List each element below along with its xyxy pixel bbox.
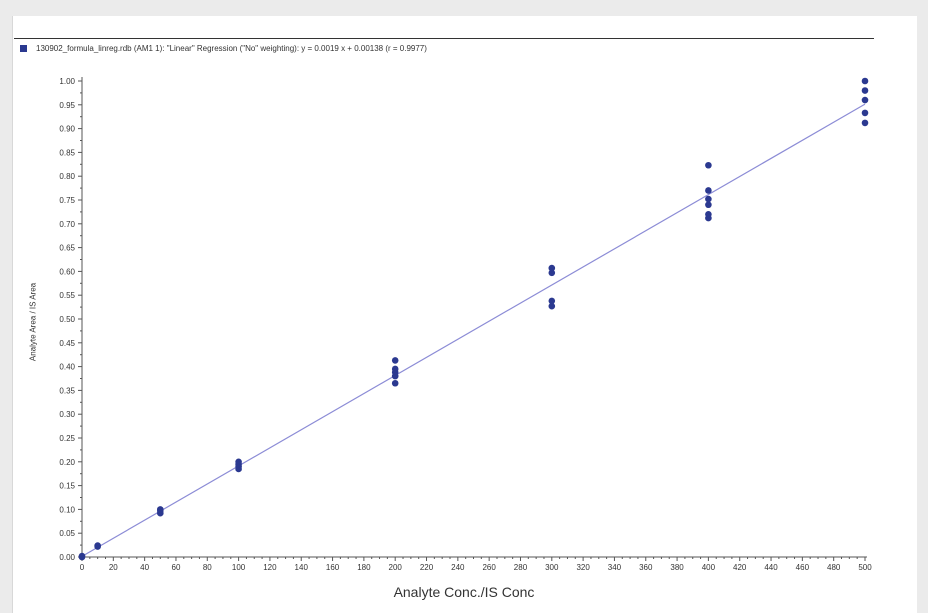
- fit-line-layer: [81, 103, 866, 557]
- data-point: [157, 506, 164, 513]
- x-tick-label: 420: [733, 563, 747, 572]
- x-tick-label: 260: [482, 563, 496, 572]
- y-tick-label: 0.05: [59, 529, 75, 538]
- x-tick-label: 480: [827, 563, 841, 572]
- data-point: [705, 161, 712, 169]
- data-point: [548, 297, 556, 305]
- x-tick-label: 380: [670, 563, 684, 572]
- x-tick-label: 20: [109, 563, 118, 572]
- axes: [81, 77, 867, 558]
- data-point: [548, 264, 556, 272]
- legend: 130902_formula_linreg.rdb (AM1 1): "Line…: [20, 41, 427, 55]
- data-point: [861, 109, 869, 117]
- y-tick-label: 0.45: [59, 339, 75, 348]
- x-tick-label: 320: [576, 563, 590, 572]
- x-tick-label: 60: [172, 563, 181, 572]
- x-tick-label: 80: [203, 563, 212, 572]
- y-axis-label: Analyte Area / IS Area: [28, 282, 38, 362]
- x-tick-label: 340: [608, 563, 622, 572]
- x-tick-label: 400: [702, 563, 716, 572]
- y-tick-label: 0.20: [59, 458, 75, 467]
- x-tick-label: 180: [357, 563, 371, 572]
- y-tick-label: 1.00: [59, 77, 75, 86]
- y-tick-label: 0.95: [59, 101, 75, 110]
- data-point: [391, 365, 399, 373]
- x-tick-label: 280: [514, 563, 528, 572]
- x-axis-label: Analyte Conc./IS Conc: [393, 584, 535, 600]
- data-point: [78, 552, 86, 560]
- regression-line: [81, 103, 866, 557]
- y-tick-label: 0.75: [59, 196, 75, 205]
- data-point: [391, 379, 399, 387]
- y-tick-label: 0.10: [59, 505, 75, 514]
- x-tick-label: 240: [451, 563, 465, 572]
- x-tick-label: 460: [796, 563, 810, 572]
- x-tick-label: 40: [140, 563, 149, 572]
- data-point: [235, 458, 242, 466]
- y-tick-label: 0.80: [59, 172, 75, 181]
- ticks: 0.00 0.05 0.10 0.15 0.20 0.25 0.30 0.35 0.40 0.45…: [59, 77, 872, 572]
- data-point: [861, 96, 869, 104]
- data-point: [705, 195, 712, 203]
- y-tick-label: 0.00: [59, 553, 75, 562]
- legend-label: 130902_formula_linreg.rdb (AM1 1): "Line…: [36, 43, 427, 53]
- y-tick-label: 0.90: [59, 125, 75, 134]
- y-tick-label: 0.15: [59, 482, 75, 491]
- x-tick-label: 440: [764, 563, 778, 572]
- legend-swatch: [20, 44, 27, 52]
- y-tick-label: 0.30: [59, 410, 75, 419]
- data-point: [861, 77, 869, 85]
- y-tick-label: 0.70: [59, 220, 75, 229]
- data-point: [705, 187, 712, 194]
- data-point: [861, 119, 869, 127]
- x-tick-label: 100: [232, 563, 246, 572]
- x-tick-label: 140: [295, 563, 309, 572]
- y-tick-label: 0.40: [59, 363, 75, 372]
- x-tick-label: 360: [639, 563, 653, 572]
- data-point: [391, 357, 399, 364]
- x-tick-label: 500: [858, 563, 872, 572]
- data-point: [705, 201, 712, 209]
- y-tick-label: 0.35: [59, 386, 75, 395]
- y-tick-label: 0.55: [59, 291, 75, 300]
- x-tick-label: 220: [420, 563, 434, 572]
- data-point: [705, 210, 712, 218]
- data-point: [548, 269, 556, 277]
- data-point: [861, 87, 869, 94]
- x-tick-label: 120: [263, 563, 277, 572]
- y-tick-label: 0.60: [59, 267, 75, 276]
- x-tick-label: 0: [80, 563, 85, 572]
- y-tick-label: 0.65: [59, 244, 75, 253]
- x-tick-label: 300: [545, 563, 559, 572]
- points-layer: [78, 77, 869, 561]
- y-tick-label: 0.85: [59, 148, 75, 157]
- header-rule: [14, 38, 874, 39]
- y-tick-label: 0.50: [59, 315, 75, 324]
- data-point: [548, 302, 556, 310]
- data-point: [94, 542, 101, 549]
- y-tick-label: 0.25: [59, 434, 75, 443]
- x-tick-label: 200: [389, 563, 403, 572]
- x-tick-label: 160: [326, 563, 340, 572]
